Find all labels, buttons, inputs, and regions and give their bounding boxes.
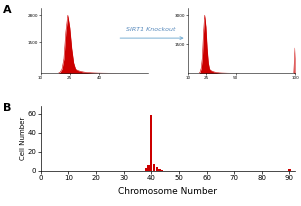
Bar: [156, 167, 158, 171]
Bar: [153, 164, 155, 171]
Y-axis label: Cell Number: Cell Number: [20, 117, 26, 160]
Bar: [150, 115, 152, 171]
Bar: [288, 169, 290, 171]
Bar: [144, 168, 147, 171]
Bar: [147, 165, 150, 171]
X-axis label: Chromosome Number: Chromosome Number: [118, 187, 217, 196]
Text: SIRT1 Knockout: SIRT1 Knockout: [126, 27, 175, 32]
Text: A: A: [3, 5, 12, 15]
Text: B: B: [3, 103, 11, 113]
Bar: [158, 169, 161, 171]
Bar: [161, 170, 163, 171]
